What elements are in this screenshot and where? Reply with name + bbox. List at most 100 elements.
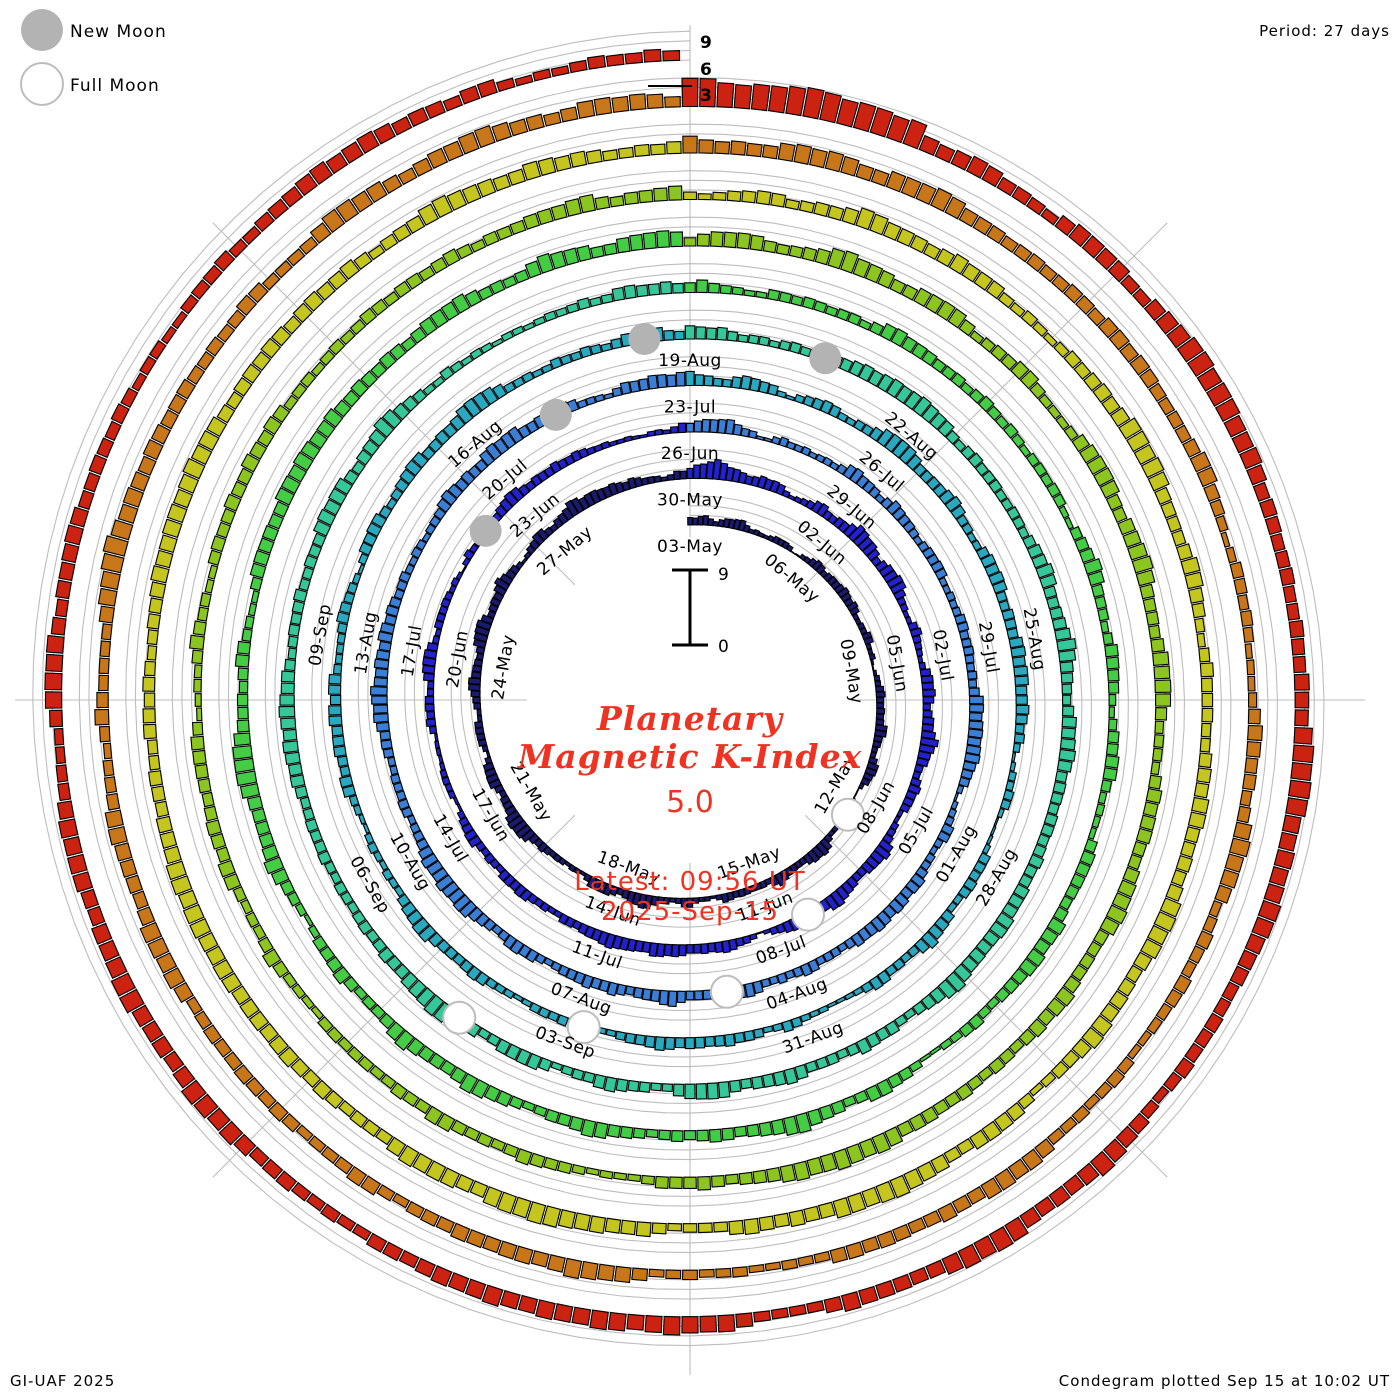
k-index-bar [301, 566, 315, 581]
k-index-bar [860, 860, 875, 875]
k-index-bar [815, 563, 827, 575]
k-index-bar [892, 1273, 913, 1293]
k-index-bar [967, 728, 984, 739]
k-index-bar [1147, 471, 1170, 492]
k-index-bar [669, 231, 684, 248]
k-index-bar [433, 619, 444, 630]
k-index-bar [735, 1312, 754, 1328]
k-index-bar [107, 825, 128, 846]
k-index-bar [832, 516, 845, 529]
k-index-bar [669, 897, 676, 903]
k-index-bar [406, 1037, 425, 1057]
k-index-bar [871, 664, 875, 671]
k-index-bar [282, 971, 298, 989]
k-index-bar [1026, 252, 1046, 273]
k-index-bar [571, 1306, 592, 1326]
k-index-bar [696, 279, 709, 294]
k-index-bar [868, 486, 881, 499]
k-index-bar [380, 1073, 397, 1090]
k-index-bar [382, 290, 400, 307]
k-index-bar [552, 853, 563, 863]
k-index-bar [731, 468, 742, 483]
k-index-bar [788, 244, 804, 259]
k-index-bar [623, 284, 637, 300]
k-index-bar [415, 538, 428, 551]
k-index-bar [730, 140, 747, 156]
k-index-bar [98, 939, 120, 962]
k-index-bar [1252, 481, 1271, 502]
k-index-bar [845, 1241, 865, 1260]
k-index-bar [776, 390, 787, 399]
k-index-bar [825, 1051, 840, 1066]
k-index-bar [343, 469, 360, 486]
k-index-bar [1154, 720, 1165, 735]
k-index-bar [767, 85, 789, 114]
k-index-bar [440, 301, 460, 321]
k-index-bar [1118, 417, 1143, 440]
k-index-bar [619, 1125, 634, 1140]
k-index-bar [788, 1304, 807, 1317]
k-index-bar [45, 653, 64, 673]
k-index-bar [405, 272, 424, 290]
k-index-bar [750, 475, 761, 488]
k-index-bar [139, 355, 157, 376]
k-index-bar [631, 434, 641, 441]
k-index-bar [457, 131, 480, 155]
k-index-bar [280, 185, 304, 208]
k-index-bar [800, 962, 813, 977]
k-index-bar [141, 1020, 164, 1043]
k-index-bar [335, 643, 345, 655]
k-index-bar [757, 475, 768, 490]
k-index-bar [472, 696, 481, 704]
k-index-bar [806, 1300, 825, 1314]
k-index-bar [213, 1037, 233, 1058]
k-index-bar [1063, 516, 1075, 530]
k-index-bar [434, 874, 454, 892]
k-index-bar [336, 632, 347, 645]
k-index-bar [986, 405, 1002, 421]
k-index-bar [482, 230, 500, 247]
k-index-bar [439, 365, 455, 381]
k-index-bar [716, 326, 728, 341]
k-index-bar [196, 707, 203, 722]
k-index-bar [808, 1008, 821, 1019]
k-index-bar [278, 1046, 300, 1068]
k-index-bar [827, 829, 836, 838]
k-index-bar [173, 981, 194, 1004]
k-index-bar [1015, 695, 1028, 705]
k-index-bar [203, 805, 219, 822]
k-index-bar [1239, 789, 1253, 807]
k-index-bar [1046, 482, 1062, 498]
k-index-bar [819, 569, 829, 579]
k-index-bar [1198, 647, 1211, 663]
k-index-bar [578, 496, 590, 511]
k-index-bar [969, 330, 985, 345]
k-index-bar [316, 419, 336, 439]
k-index-bar [142, 723, 157, 740]
k-index-bar [674, 1037, 686, 1049]
k-index-bar [411, 451, 429, 469]
k-index-bar [994, 986, 1011, 1003]
k-index-bar [989, 920, 1009, 939]
k-index-bar [1139, 583, 1155, 600]
k-index-bar [782, 1115, 800, 1137]
k-index-bar [676, 990, 686, 1004]
k-index-bar [428, 1052, 446, 1070]
k-index-bar [849, 606, 860, 616]
k-index-bar [468, 683, 481, 692]
k-index-bar [470, 690, 481, 698]
k-index-bar [979, 336, 997, 353]
k-index-bar [381, 868, 394, 882]
k-index-bar [634, 939, 644, 953]
k-index-bar [592, 1073, 607, 1090]
k-index-bar [515, 1048, 532, 1066]
k-index-bar [507, 168, 526, 186]
k-index-bar [732, 518, 742, 531]
k-index-bar [1220, 531, 1231, 548]
k-index-bar [278, 705, 296, 718]
k-index-bar [335, 611, 351, 625]
k-index-bar [1018, 1028, 1037, 1047]
k-index-bar [1287, 779, 1312, 800]
k-index-bar [571, 919, 583, 931]
k-index-bar [311, 532, 327, 548]
